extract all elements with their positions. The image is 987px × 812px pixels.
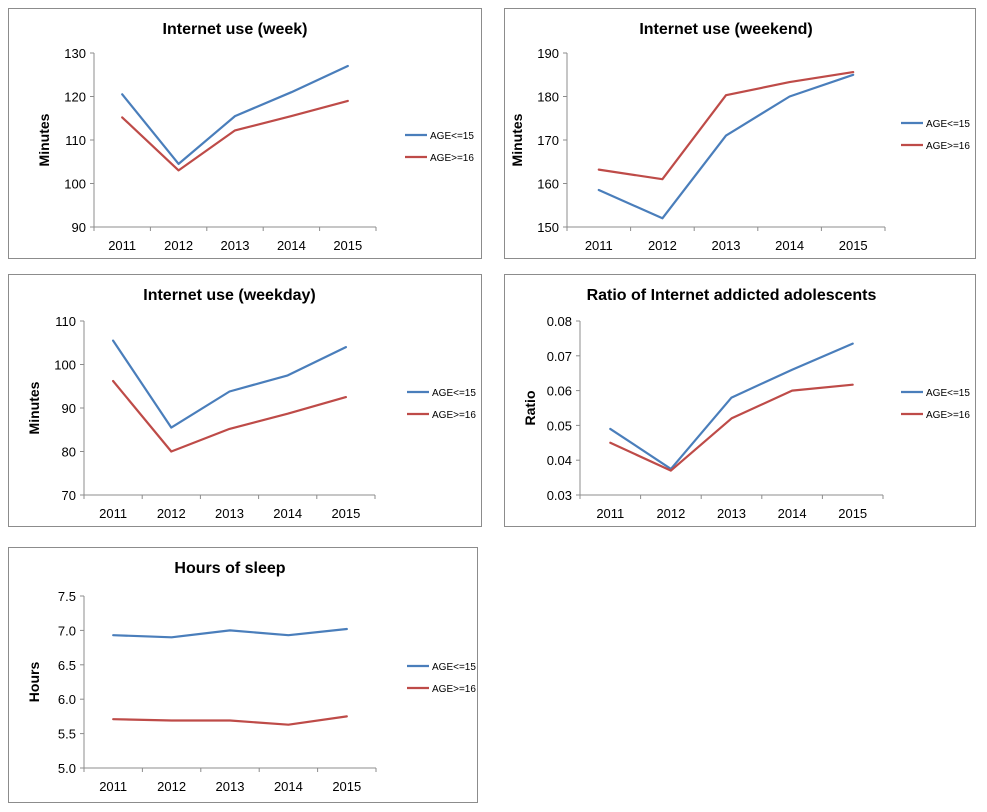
c0-x-tick-label: 2012 [164, 238, 193, 253]
chart-sleep: Hours of sleep Hours 5.0 5.5 6.0 6.5 7.0 7.5 201… [26, 560, 476, 794]
c3-x-tick-label: 2015 [838, 506, 867, 521]
c0-y-tick-label: 110 [65, 133, 86, 148]
c3-y-axis-label: Ratio [522, 391, 538, 426]
c1-y-axis-label: Minutes [509, 113, 525, 166]
chart-panel-ratio: Ratio of Internet addicted adolescents Ra… [504, 274, 976, 527]
chart-weekend: Internet use (weekend) Minutes 150 160 170 18… [509, 21, 970, 253]
c2-y-tick-label: 100 [54, 358, 76, 373]
c1-series-line-age-15 [597, 73, 855, 220]
c4-x-tick-label: 2013 [216, 779, 245, 794]
c3-legend-label-age-15: AGE<=15 [926, 388, 970, 399]
c1-x-tick-label: 2013 [712, 238, 741, 253]
c2-series-line-age-16 [111, 379, 347, 453]
c4-x-tick-label: 2012 [157, 779, 186, 794]
c1-y-tick-label: 170 [537, 133, 559, 148]
c0-y-tick-label: 90 [72, 220, 86, 235]
c2-legend-label-age-15: AGE<=15 [432, 388, 476, 399]
c1-x-tick-label: 2015 [839, 238, 868, 253]
c0-x-tick-label: 2015 [333, 238, 362, 253]
c0-series-line-age-16 [121, 99, 349, 172]
c0-title: Internet use (week) [163, 21, 308, 38]
c2-y-tick-label: 70 [62, 488, 76, 503]
c4-series-line-age-16 [112, 715, 348, 726]
c2-y-axis-label: Minutes [26, 381, 42, 434]
c0-series-line-age-15 [121, 64, 349, 165]
c4-legend-label-age-16: AGE>=16 [432, 684, 476, 695]
c4-x-tick-label: 2011 [99, 779, 127, 794]
c3-x-tick-label: 2013 [717, 506, 746, 521]
c3-x-tick-label: 2012 [656, 506, 685, 521]
c3-series-line-age-15 [609, 342, 854, 470]
c2-title: Internet use (weekday) [143, 287, 316, 304]
c2-y-tick-label: 110 [55, 314, 76, 329]
c2-x-tick-label: 2012 [157, 506, 186, 521]
c0-y-axis-label: Minutes [36, 113, 52, 166]
c0-y-tick-label: 130 [64, 46, 86, 61]
chart-panel-weekend: Internet use (weekend) Minutes 150 160 170 18… [504, 8, 976, 259]
chart-week: Internet use (week) Minutes 90 100 110 120 130… [36, 21, 474, 253]
c1-legend-label-age-16: AGE>=16 [926, 141, 970, 152]
chart-panel-week: Internet use (week) Minutes 90 100 110 120 130… [8, 8, 482, 259]
c0-y-tick-label: 120 [64, 90, 86, 105]
c4-title: Hours of sleep [174, 560, 285, 577]
c3-title: Ratio of Internet addicted adolescents [587, 287, 877, 304]
c3-y-tick-label: 0.04 [547, 453, 572, 468]
c4-y-axis-label: Hours [26, 662, 42, 703]
c4-y-tick-label: 5.5 [58, 727, 76, 742]
c0-legend-label-age-15: AGE<=15 [430, 131, 474, 142]
c3-series-line-age-16 [609, 383, 854, 472]
c0-x-tick-label: 2013 [221, 238, 250, 253]
c4-y-tick-label: 6.5 [58, 658, 76, 673]
c3-y-tick-label: 0.05 [547, 418, 572, 433]
chart-weekday: Internet use (weekday) Minutes 70 80 90 100 11… [26, 287, 476, 521]
c4-y-tick-label: 6.0 [58, 692, 76, 707]
c0-y-tick-label: 100 [64, 177, 86, 192]
c2-legend-label-age-16: AGE>=16 [432, 410, 476, 421]
c2-y-tick-label: 90 [62, 401, 76, 416]
chart-panel-sleep: Hours of sleep Hours 5.0 5.5 6.0 6.5 7.0 7.5 201… [8, 547, 478, 803]
c4-y-tick-label: 7.0 [58, 623, 76, 638]
c2-x-tick-label: 2015 [331, 506, 360, 521]
c3-y-tick-label: 0.08 [547, 314, 572, 329]
c0-x-tick-label: 2014 [277, 238, 306, 253]
c4-y-tick-label: 5.0 [58, 761, 76, 776]
c4-y-tick-label: 7.5 [58, 589, 76, 604]
c1-series-line-age-16 [597, 70, 855, 181]
c4-x-tick-label: 2015 [332, 779, 361, 794]
c2-x-tick-label: 2014 [273, 506, 302, 521]
c2-x-tick-label: 2013 [215, 506, 244, 521]
c1-x-tick-label: 2011 [585, 238, 613, 253]
c0-legend-label-age-16: AGE>=16 [430, 153, 474, 164]
c1-title: Internet use (weekend) [639, 21, 812, 38]
c3-y-tick-label: 0.03 [547, 488, 572, 503]
c1-legend-label-age-15: AGE<=15 [926, 119, 970, 130]
c3-legend-label-age-16: AGE>=16 [926, 410, 970, 421]
chart-panel-weekday: Internet use (weekday) Minutes 70 80 90 100 11… [8, 274, 482, 527]
c1-y-tick-label: 180 [537, 90, 559, 105]
c3-x-tick-label: 2014 [778, 506, 807, 521]
c1-y-tick-label: 190 [537, 46, 559, 61]
c0-x-tick-label: 2011 [108, 238, 136, 253]
c1-x-tick-label: 2014 [775, 238, 804, 253]
c3-x-tick-label: 2011 [596, 506, 624, 521]
c2-x-tick-label: 2011 [99, 506, 127, 521]
c4-legend-label-age-15: AGE<=15 [432, 662, 476, 673]
chart-ratio: Ratio of Internet addicted adolescents Ra… [522, 287, 970, 521]
c1-y-tick-label: 150 [537, 220, 559, 235]
c4-series-line-age-15 [112, 627, 348, 639]
c1-y-tick-label: 160 [537, 177, 559, 192]
c4-x-tick-label: 2014 [274, 779, 303, 794]
c3-y-tick-label: 0.07 [547, 349, 572, 364]
c2-series-line-age-15 [111, 339, 347, 429]
c1-x-tick-label: 2012 [648, 238, 677, 253]
c3-y-tick-label: 0.06 [547, 384, 572, 399]
c2-y-tick-label: 80 [62, 445, 76, 460]
